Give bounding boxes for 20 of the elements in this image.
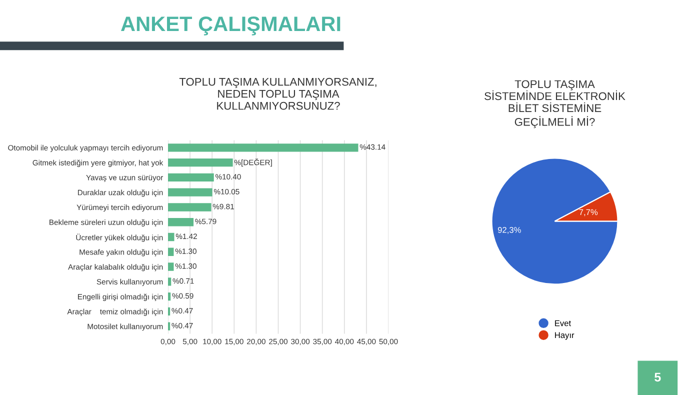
bar (168, 188, 212, 196)
bar (168, 248, 174, 256)
bar (168, 173, 214, 182)
bar (168, 144, 358, 152)
bar (168, 232, 174, 242)
bar (168, 262, 174, 271)
bar (168, 278, 172, 286)
bar (168, 203, 212, 212)
bar (168, 158, 233, 167)
chart-title: TOPLU TAŞIMA SİSTEMİNDE ELEKTRONİK BİLET SİSTEMİNE GEÇİLMELİ Mİ? (484, 80, 626, 128)
data-label: 92,3% (498, 226, 521, 234)
legend-label: Hayır (555, 332, 574, 340)
bar (168, 218, 194, 226)
bar (168, 292, 171, 301)
data-label: 7,7% (579, 209, 598, 216)
text: 5 (654, 372, 661, 382)
text: ANKET ÇALIŞMALARI (120, 16, 340, 36)
legend-label: Evet (555, 320, 571, 326)
pie-slice (491, 158, 618, 285)
chart-title: TOPLU TAŞIMA KULLANMIYORSANIZ, NEDEN TOPLU TAŞIMA KULLANMIYORSUNUZ? (179, 78, 376, 110)
